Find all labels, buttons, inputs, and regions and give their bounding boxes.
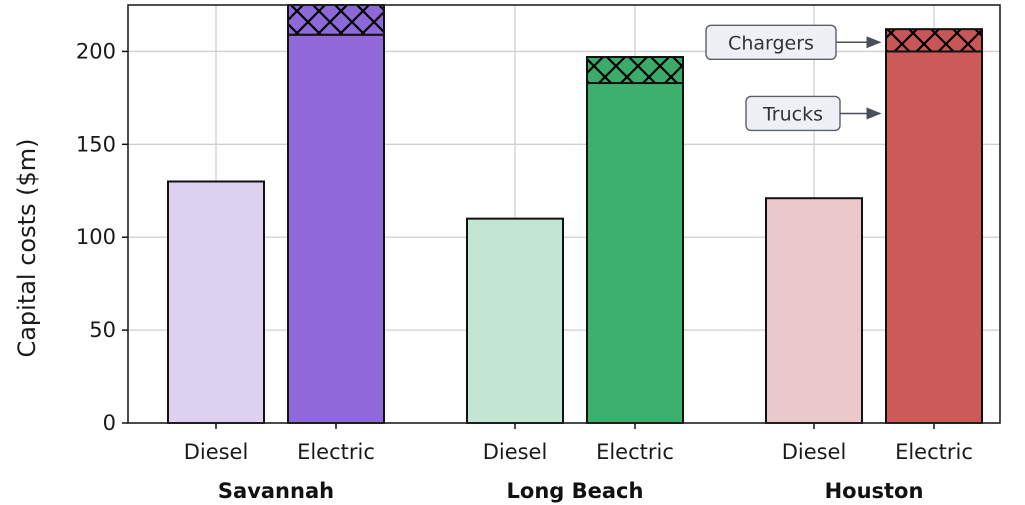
houston-electric-trucks-bar bbox=[885, 50, 983, 424]
y-tick-label: 0 bbox=[103, 411, 116, 435]
annotation-box bbox=[745, 95, 841, 132]
y-tick-label: 50 bbox=[89, 318, 116, 342]
annotations: Chargers Trucks bbox=[705, 24, 882, 132]
category-label: Diesel bbox=[184, 440, 249, 464]
y-tick-label: 100 bbox=[76, 225, 116, 249]
houston-electric-chargers-hatch bbox=[885, 28, 983, 53]
plot-frame bbox=[127, 4, 1001, 424]
savannah-diesel-trucks-bar bbox=[167, 180, 265, 424]
labels: Diesel Electric Savannah Diesel Electric Long… bbox=[76, 39, 973, 503]
savannah-electric-chargers-hatch bbox=[287, 4, 385, 36]
category-label: Diesel bbox=[483, 440, 548, 464]
long-beach-diesel-trucks-bar bbox=[466, 217, 564, 424]
savannah-electric-trucks-bar bbox=[287, 33, 385, 424]
annotation-label: Trucks bbox=[762, 103, 823, 125]
group-label: Houston bbox=[825, 479, 924, 503]
bars bbox=[167, 4, 983, 424]
category-label: Electric bbox=[895, 440, 973, 464]
houston-diesel-trucks-bar bbox=[765, 197, 863, 424]
axes bbox=[122, 4, 1001, 429]
y-axis-label: Capital costs ($m) bbox=[13, 138, 41, 357]
long-beach-electric-chargers-hatch bbox=[586, 56, 684, 85]
group-label: Savannah bbox=[218, 479, 334, 503]
category-label: Electric bbox=[596, 440, 674, 464]
group-label: Long Beach bbox=[507, 479, 644, 503]
y-tick-label: 200 bbox=[76, 39, 116, 63]
long-beach-electric-trucks-bar bbox=[586, 82, 684, 424]
category-label: Diesel bbox=[782, 440, 847, 464]
annotation-label: Chargers bbox=[728, 32, 814, 54]
category-label: Electric bbox=[297, 440, 375, 464]
annotation-box bbox=[705, 24, 837, 60]
y-tick-label: 150 bbox=[76, 132, 116, 156]
